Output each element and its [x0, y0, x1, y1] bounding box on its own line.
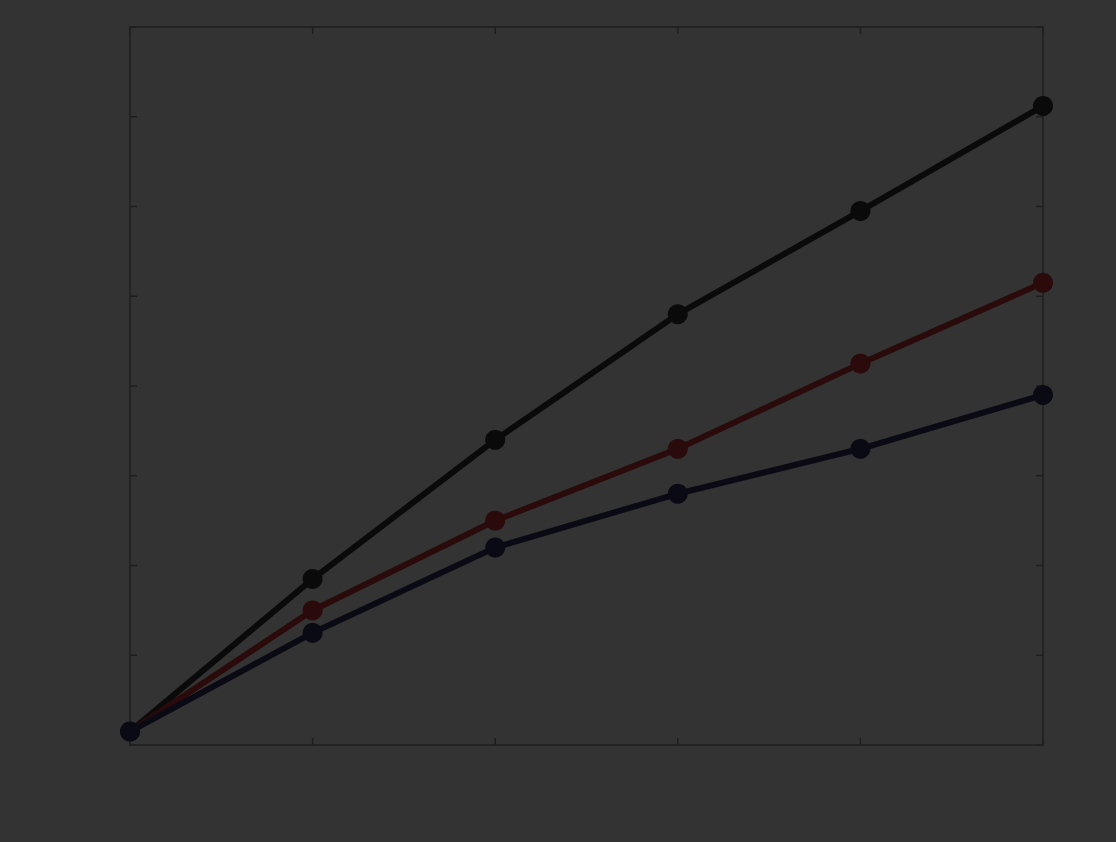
data-point — [485, 537, 506, 558]
data-point — [667, 438, 688, 459]
series-line — [127, 102, 1046, 735]
y-axis — [130, 26, 1043, 746]
series-line — [127, 279, 1046, 735]
data-point — [1033, 272, 1053, 293]
data-point — [302, 568, 323, 589]
data-point — [667, 483, 688, 504]
plot-area — [129, 26, 1044, 746]
series-layer — [120, 95, 1053, 742]
data-point — [120, 721, 140, 742]
data-point — [485, 429, 506, 450]
data-point — [1033, 384, 1053, 405]
series-3 — [120, 384, 1053, 742]
data-point — [485, 510, 506, 531]
data-point — [1033, 95, 1053, 116]
data-point — [302, 600, 323, 621]
data-point — [850, 200, 871, 221]
data-point — [850, 353, 871, 374]
data-point — [667, 304, 688, 325]
series-line — [127, 391, 1046, 735]
data-point — [302, 622, 323, 643]
data-point — [850, 438, 871, 459]
